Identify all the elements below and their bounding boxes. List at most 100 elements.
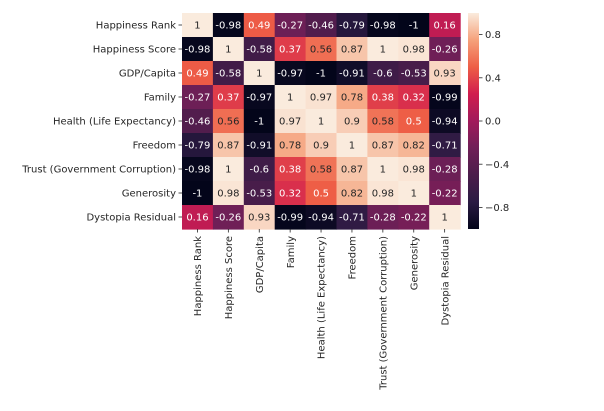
cell-value-label-6-3: 0.38 <box>279 165 301 176</box>
row-label-freedom: Freedom <box>133 141 176 152</box>
heatmap-cell-7-6 <box>367 181 399 206</box>
heatmap-cell-8-1 <box>212 205 245 230</box>
cell-value-label-1-2: -0.58 <box>246 45 272 56</box>
cell-value-label-3-7: 0.32 <box>403 93 425 104</box>
cell-value-label-4-5: 0.9 <box>344 117 360 128</box>
cell-value-label-8-4: -0.94 <box>308 213 334 224</box>
heatmap-cell-0-4 <box>305 13 338 38</box>
row-label-happiness-rank: Happiness Rank <box>96 21 176 32</box>
heatmap-cell-7-2 <box>243 181 276 206</box>
cell-value-label-8-7: -0.22 <box>401 213 427 224</box>
heatmap-cell-7-1 <box>212 181 245 206</box>
cell-value-label-0-5: -0.79 <box>339 21 365 32</box>
col-label-happiness-score: Happiness Score <box>224 236 235 319</box>
cell-value-label-2-2: 1 <box>256 69 262 80</box>
row-label-health-life-expectancy: Health (Life Expectancy) <box>53 117 176 128</box>
cell-value-label-8-3: -0.99 <box>277 213 303 224</box>
heatmap-cell-5-1 <box>212 133 245 158</box>
heatmap-cell-0-1 <box>212 13 245 38</box>
colorbar-tick-label-0: 0.8 <box>485 30 501 41</box>
cell-value-label-6-4: 0.58 <box>310 165 332 176</box>
cell-value-label-2-3: -0.97 <box>277 69 303 80</box>
cell-value-label-0-4: -0.46 <box>308 21 334 32</box>
heatmap-cell-7-4 <box>305 181 338 206</box>
cell-value-label-0-1: -0.98 <box>215 21 241 32</box>
heatmap-cell-5-6 <box>367 133 399 158</box>
heatmap-cell-8-5 <box>336 205 368 230</box>
cell-value-label-4-4: 1 <box>318 117 324 128</box>
cell-value-label-0-3: -0.27 <box>277 21 303 32</box>
cell-value-label-5-8: -0.71 <box>432 141 458 152</box>
cell-value-label-8-0: 0.16 <box>186 213 208 224</box>
heatmap-cell-1-7 <box>398 37 430 62</box>
cell-value-label-0-2: 0.49 <box>248 21 270 32</box>
heatmap-cell-4-1 <box>212 109 245 134</box>
heatmap-cell-4-4 <box>305 109 338 134</box>
heatmap-cell-8-2 <box>243 205 276 230</box>
cell-value-label-2-6: -0.6 <box>373 69 393 80</box>
colorbar-tick-label-2: 0.0 <box>485 117 501 128</box>
cell-value-label-7-6: 0.98 <box>372 189 394 200</box>
cell-value-label-4-6: 0.58 <box>372 117 394 128</box>
col-label-dystopia-residual: Dystopia Residual <box>440 236 451 326</box>
col-label-gdp-capita: GDP/Capita <box>255 236 266 293</box>
heatmap-cell-3-8 <box>429 85 461 110</box>
heatmap-cell-4-5 <box>336 109 368 134</box>
heatmap-cell-6-5 <box>336 157 368 182</box>
heatmap-cell-2-0 <box>182 61 214 86</box>
heatmap-cell-4-6 <box>367 109 399 134</box>
heatmap-cell-6-7 <box>398 157 430 182</box>
heatmap-cell-5-5 <box>336 133 368 158</box>
heatmap-cell-8-3 <box>274 205 307 230</box>
cell-value-label-7-1: 0.98 <box>217 189 239 200</box>
heatmap-cell-1-3 <box>274 37 307 62</box>
cell-value-label-6-1: 1 <box>225 165 231 176</box>
heatmap-cell-3-6 <box>367 85 399 110</box>
heatmap-cell-8-0 <box>182 205 214 230</box>
cell-value-label-8-8: 1 <box>441 213 447 224</box>
row-label-generosity: Generosity <box>122 189 176 200</box>
cell-value-label-1-0: -0.98 <box>185 45 211 56</box>
cell-value-label-5-2: -0.91 <box>246 141 272 152</box>
col-label-freedom: Freedom <box>348 236 359 279</box>
heatmap-cell-7-8 <box>429 181 461 206</box>
col-label-generosity: Generosity <box>409 236 420 290</box>
heatmap-cell-0-8 <box>429 13 461 38</box>
row-label-family: Family <box>144 93 176 104</box>
heatmap-cell-5-7 <box>398 133 430 158</box>
cell-value-label-5-3: 0.78 <box>279 141 301 152</box>
heatmap-cell-1-6 <box>367 37 399 62</box>
heatmap-cell-6-0 <box>182 157 214 182</box>
col-label-happiness-rank: Happiness Rank <box>193 236 204 316</box>
heatmap-cell-0-0 <box>182 13 214 38</box>
cell-value-label-4-7: 0.5 <box>406 117 422 128</box>
heatmap-cells: 1 -0.98 0.49 -0.27 -0.46 -0.79 -0.98 -1 0.16 -0.9… <box>182 13 461 230</box>
cell-value-label-7-0: -1 <box>192 189 202 200</box>
column-labels: Happiness Rank Happiness Score GDP/Capita F… <box>193 229 451 391</box>
heatmap-cell-0-3 <box>274 13 307 38</box>
cell-value-label-2-4: -1 <box>316 69 326 80</box>
cell-value-label-6-7: 0.98 <box>403 165 425 176</box>
heatmap-cell-5-4 <box>305 133 338 158</box>
heatmap-cell-2-8 <box>429 61 461 86</box>
heatmap-cell-2-1 <box>212 61 245 86</box>
heatmap-cell-1-5 <box>336 37 368 62</box>
cell-value-label-5-7: 0.82 <box>403 141 425 152</box>
cell-value-label-0-7: -1 <box>409 21 419 32</box>
cell-value-label-3-0: -0.27 <box>185 93 211 104</box>
heatmap-cell-3-5 <box>336 85 368 110</box>
heatmap-cell-6-4 <box>305 157 338 182</box>
cell-value-label-4-3: 0.97 <box>279 117 301 128</box>
cell-value-label-1-6: 1 <box>380 45 386 56</box>
cell-value-label-1-4: 0.56 <box>310 45 332 56</box>
cell-value-label-8-5: -0.71 <box>339 213 365 224</box>
row-label-trust-government-corruption: Trust (Government Corruption) <box>21 165 176 176</box>
heatmap-cell-8-6 <box>367 205 399 230</box>
heatmap-cell-6-1 <box>212 157 245 182</box>
cell-value-label-4-2: -1 <box>254 117 264 128</box>
cell-value-label-3-6: 0.38 <box>372 93 394 104</box>
cell-value-label-7-2: -0.53 <box>246 189 272 200</box>
cell-value-label-4-8: -0.94 <box>432 117 458 128</box>
heatmap-cell-5-3 <box>274 133 307 158</box>
